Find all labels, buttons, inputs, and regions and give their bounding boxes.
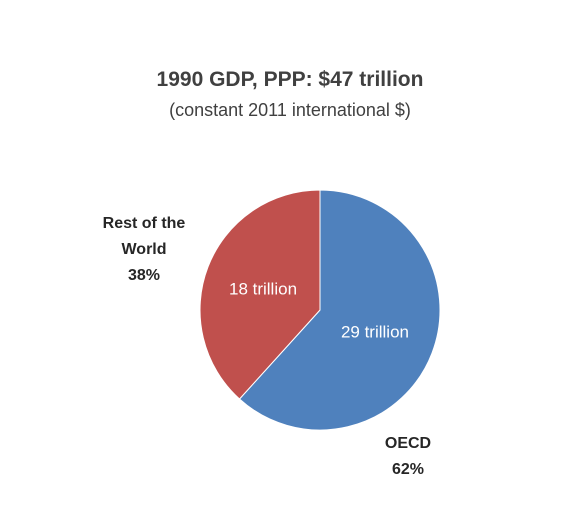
oecd-percent: 62% [391, 461, 425, 478]
oecd-label: OECD 62% [368, 431, 448, 483]
oecd-name: OECD [384, 435, 432, 452]
chart-title: 1990 GDP, PPP: $47 trillion [156, 68, 424, 91]
data-label-rest-of-the-world: 18 trillion [229, 279, 297, 298]
pie-slice-oecd [238, 189, 441, 431]
pie-slice-rest-of-the-world [199, 189, 321, 400]
chart-subtitle: (constant 2011 international $) [169, 100, 411, 120]
data-label-oecd: 29 trillion [341, 323, 409, 342]
rest-of-world-label: Rest of the World 38% [82, 211, 206, 289]
rest-of-world-percent: 38% [127, 267, 161, 284]
rest-of-world-name: Rest of the World [102, 215, 186, 258]
